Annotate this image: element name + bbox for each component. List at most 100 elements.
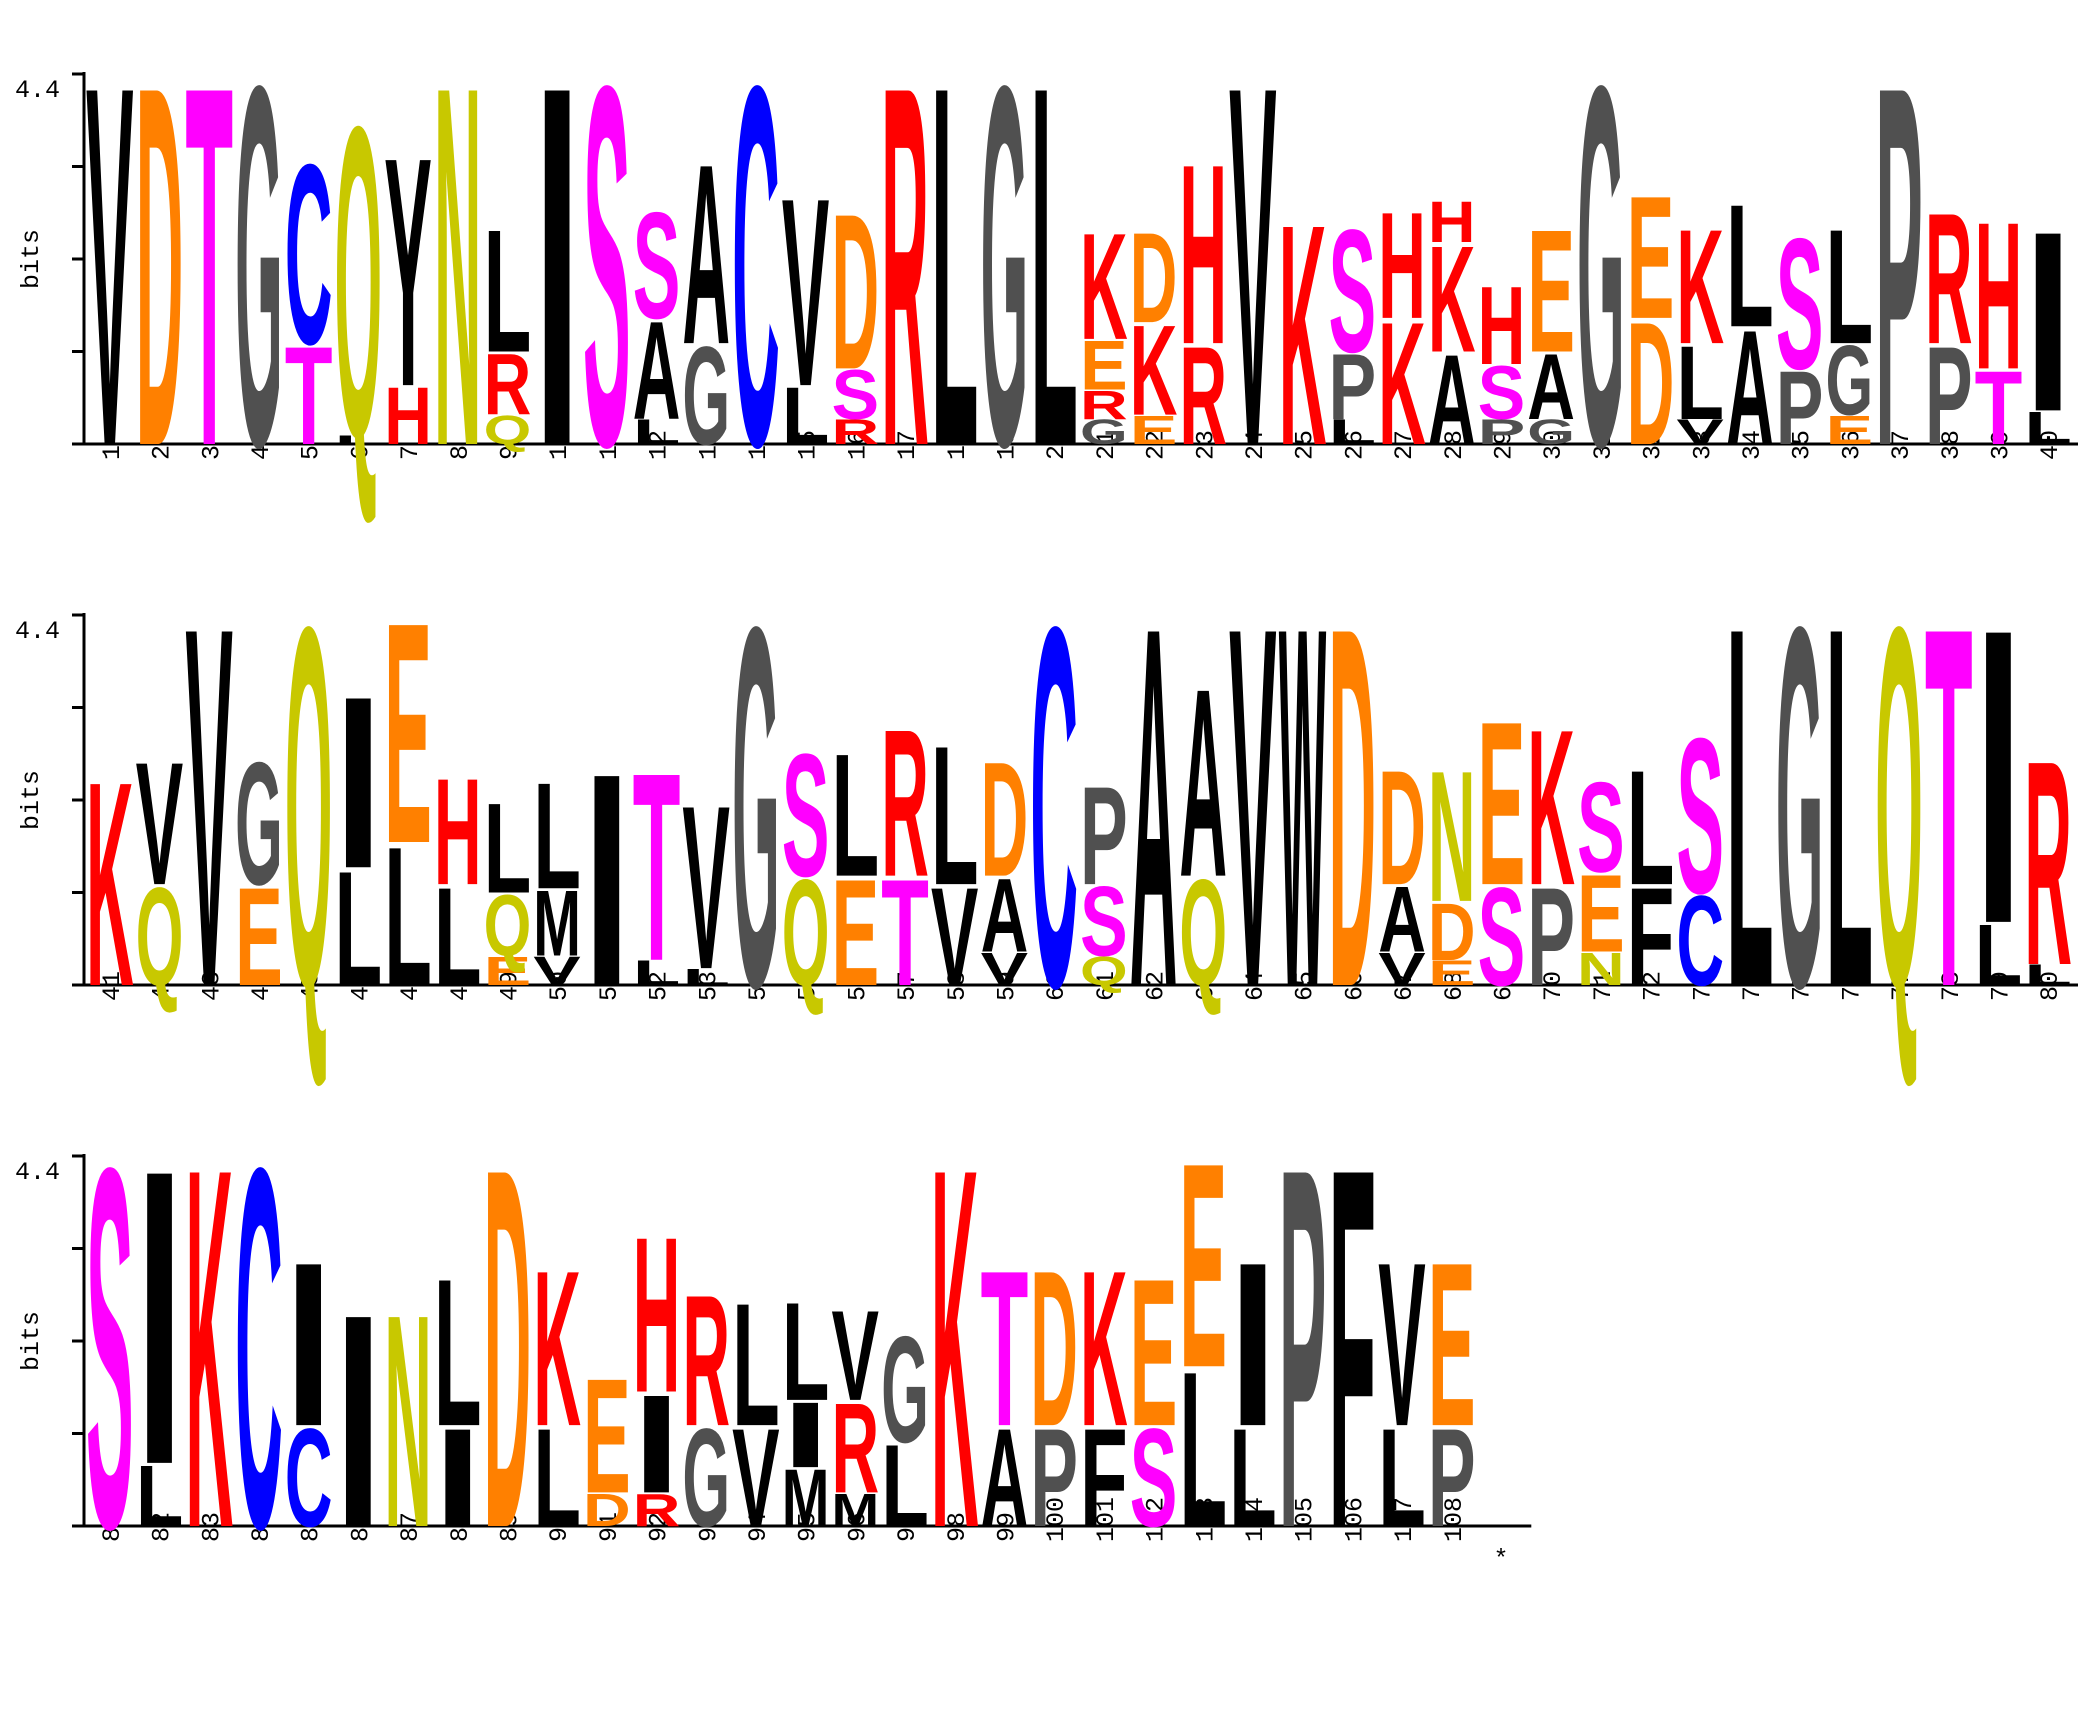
logo-letter-A: A bbox=[981, 1401, 1029, 1557]
logo-letter-K: K bbox=[931, 1060, 979, 1635]
logo-letter-S: S bbox=[1080, 867, 1128, 977]
logo-letter-S: S bbox=[782, 719, 830, 914]
logo-letter-L: L bbox=[881, 1421, 929, 1552]
position-label: 14 bbox=[744, 430, 773, 460]
logo-letter-E: E bbox=[1428, 953, 1476, 992]
logo-letter-L: L bbox=[782, 370, 830, 461]
logo-letter-F: F bbox=[1329, 1060, 1377, 1635]
position-label: 18 bbox=[943, 430, 972, 460]
logo-letter-S: S bbox=[1478, 350, 1526, 435]
position-label: 85 bbox=[297, 1512, 326, 1542]
logo-letter-A: A bbox=[981, 857, 1029, 974]
logo-letter-I: I bbox=[2024, 179, 2072, 466]
logo-letter-T: T bbox=[1975, 349, 2023, 467]
position-label: 73 bbox=[1688, 971, 1717, 1001]
logo-letter-G: G bbox=[235, 725, 283, 921]
position-label: 76 bbox=[1837, 971, 1866, 1001]
logo-letter-F: F bbox=[1080, 1400, 1128, 1557]
logo-letter-D: D bbox=[981, 729, 1029, 911]
position-label: 13 bbox=[694, 430, 723, 460]
logo-letter-R: R bbox=[633, 1484, 681, 1536]
logo-letter-L: L bbox=[1179, 1326, 1227, 1574]
position-label: 6 bbox=[346, 445, 375, 460]
logo-letter-A: A bbox=[1527, 336, 1575, 440]
logo-letter-W: W bbox=[1279, 521, 1327, 1095]
logo-letter-T: T bbox=[633, 717, 681, 1017]
logo-letter-P: P bbox=[1329, 335, 1377, 439]
position-label: 71 bbox=[1589, 971, 1618, 1001]
position-label: 65 bbox=[1291, 971, 1320, 1001]
logo-letter-E: E bbox=[384, 558, 432, 910]
logo-letter-M: M bbox=[533, 872, 581, 976]
position-label: 39 bbox=[1986, 430, 2015, 460]
logo-letter-Y: Y bbox=[384, 91, 432, 456]
position-label: 60 bbox=[1042, 971, 1071, 1001]
position-label: 21 bbox=[1092, 430, 1121, 460]
logo-letter-L: L bbox=[335, 838, 383, 1020]
logo-letter-S: S bbox=[1776, 199, 1824, 408]
logo-letter-V: V bbox=[1378, 942, 1425, 995]
logo-letter-G: G bbox=[682, 1399, 730, 1556]
logo-letter-E: E bbox=[1527, 194, 1575, 389]
logo-letter-L: L bbox=[2024, 402, 2072, 454]
logo-letter-R: R bbox=[1179, 319, 1227, 475]
position-label: 97 bbox=[893, 1512, 922, 1542]
logo-letter-C: C bbox=[285, 110, 333, 398]
position-label: 98 bbox=[943, 1512, 972, 1542]
position-label: 46 bbox=[346, 971, 375, 1001]
logo-letter-D: D bbox=[1428, 886, 1476, 977]
logo-letter-G: G bbox=[1080, 412, 1128, 451]
position-label: 54 bbox=[744, 971, 773, 1001]
logo-letter-Q: Q bbox=[335, 35, 383, 531]
logo-letter-E: E bbox=[1627, 161, 1675, 356]
logo-letter-P: P bbox=[1080, 757, 1128, 914]
logo-letter-P: P bbox=[1925, 317, 1973, 474]
logo-letter-V: V bbox=[1229, 0, 1277, 553]
logo-letter-I: I bbox=[1975, 542, 2023, 1012]
logo-letter-D: D bbox=[1627, 287, 1675, 483]
logo-letter-V: V bbox=[931, 858, 978, 1016]
position-label: 79 bbox=[1986, 971, 2015, 1001]
logo-letter-R: R bbox=[484, 337, 532, 434]
logo-letter-L: L bbox=[1975, 906, 2023, 1004]
position-label: 16 bbox=[843, 430, 872, 460]
logo-letter-G: G bbox=[235, 0, 283, 554]
logo-letter-M: M bbox=[782, 1452, 830, 1544]
logo-letter-H: H bbox=[1179, 110, 1227, 398]
logo-letter-L: L bbox=[832, 717, 880, 913]
logo-letter-D: D bbox=[1378, 737, 1426, 919]
logo-letter-G: G bbox=[1577, 0, 1625, 554]
position-label: 34 bbox=[1738, 430, 1767, 460]
position-label: 70 bbox=[1539, 971, 1568, 1001]
logo-letter-H: H bbox=[1428, 191, 1476, 256]
position-label: 99 bbox=[992, 1512, 1021, 1542]
logo-letter-T: T bbox=[981, 1225, 1029, 1473]
position-label: 63 bbox=[1191, 971, 1220, 1001]
logo-letter-E: E bbox=[1130, 1236, 1178, 1470]
logo-letter-I: I bbox=[285, 1214, 333, 1475]
position-label: 67 bbox=[1390, 971, 1419, 1001]
logo-letter-V: V bbox=[533, 948, 581, 994]
logo-letter-H: H bbox=[384, 370, 432, 461]
logo-letter-D: D bbox=[136, 0, 184, 553]
position-label: 86 bbox=[346, 1512, 375, 1542]
y-axis-label: bits bbox=[17, 1311, 46, 1371]
position-label: 107 bbox=[1390, 1497, 1419, 1542]
logo-letter-K: K bbox=[1080, 1224, 1128, 1472]
position-label: 59 bbox=[992, 971, 1021, 1001]
position-label: 69 bbox=[1489, 971, 1518, 1001]
logo-letter-E: E bbox=[1130, 408, 1178, 454]
logo-letter-N: N bbox=[384, 1251, 432, 1591]
logo-letter-L: L bbox=[732, 1266, 780, 1462]
position-label: 38 bbox=[1937, 430, 1966, 460]
logo-letter-V: V bbox=[86, 0, 134, 553]
logo-letter-T: T bbox=[881, 848, 929, 1018]
position-label: 88 bbox=[446, 1512, 475, 1542]
position-label: 20 bbox=[1042, 430, 1071, 460]
position-label: 80 bbox=[2036, 971, 2065, 1001]
logo-letter-A: A bbox=[682, 110, 730, 398]
logo-letter-P: P bbox=[1279, 1061, 1327, 1635]
logo-letter-G: G bbox=[981, 0, 1029, 554]
